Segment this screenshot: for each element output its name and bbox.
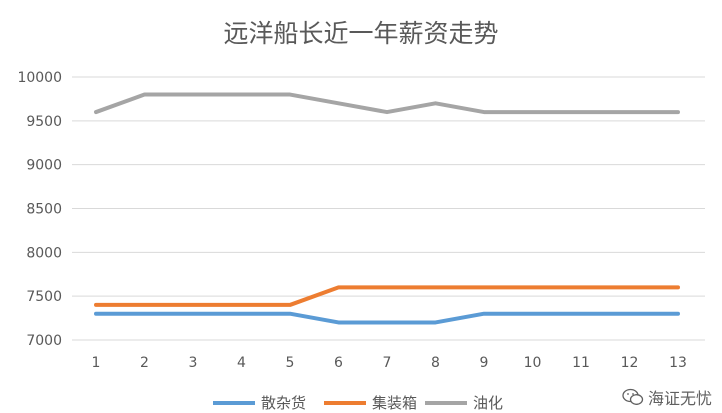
x-axis-ticks: 1 2 3 4 5 6 7 8 9 10 11 12 13 (92, 355, 687, 371)
series-line-1 (94, 311, 680, 325)
legend-label: 集装箱 (372, 394, 417, 412)
series-line-2 (94, 285, 680, 307)
x-tick-label: 3 (189, 355, 198, 371)
chart-title: 远洋船长近一年薪资走势 (223, 19, 498, 48)
wechat-icon (622, 388, 644, 405)
legend-item: 油化 (425, 394, 503, 412)
x-tick-label: 1 (92, 355, 101, 371)
legend-label: 油化 (473, 394, 503, 412)
y-tick-label: 10000 (17, 70, 62, 86)
x-tick-label: 5 (286, 355, 295, 371)
x-tick-label: 8 (431, 355, 440, 371)
legend-label: 散杂货 (261, 394, 306, 412)
x-tick-label: 13 (669, 355, 687, 371)
x-tick-label: 10 (524, 355, 542, 371)
watermark: 海证无忧 (622, 385, 712, 409)
y-tick-label: 7000 (26, 333, 62, 349)
legend-item: 散杂货 (213, 394, 306, 412)
y-tick-label: 9000 (26, 158, 62, 174)
y-tick-label: 8500 (26, 202, 62, 218)
x-tick-label: 7 (383, 355, 392, 371)
legend: 散杂货 集装箱 油化 (213, 394, 503, 412)
legend-item: 集装箱 (324, 394, 417, 412)
x-tick-label: 6 (334, 355, 343, 371)
x-tick-label: 9 (480, 355, 489, 371)
watermark-text: 海证无忧 (647, 389, 712, 408)
series-line-3 (94, 92, 680, 115)
x-tick-label: 2 (140, 355, 149, 371)
x-tick-label: 12 (621, 355, 639, 371)
x-tick-label: 4 (237, 355, 246, 371)
y-tick-label: 7500 (26, 289, 62, 305)
y-tick-label: 9500 (26, 114, 62, 130)
series-lines (94, 92, 680, 325)
y-tick-label: 8000 (26, 245, 62, 261)
y-axis-ticks: 7000 7500 8000 8500 9000 9500 10000 (17, 70, 62, 349)
x-tick-label: 11 (572, 355, 590, 371)
gridlines (72, 76, 705, 341)
